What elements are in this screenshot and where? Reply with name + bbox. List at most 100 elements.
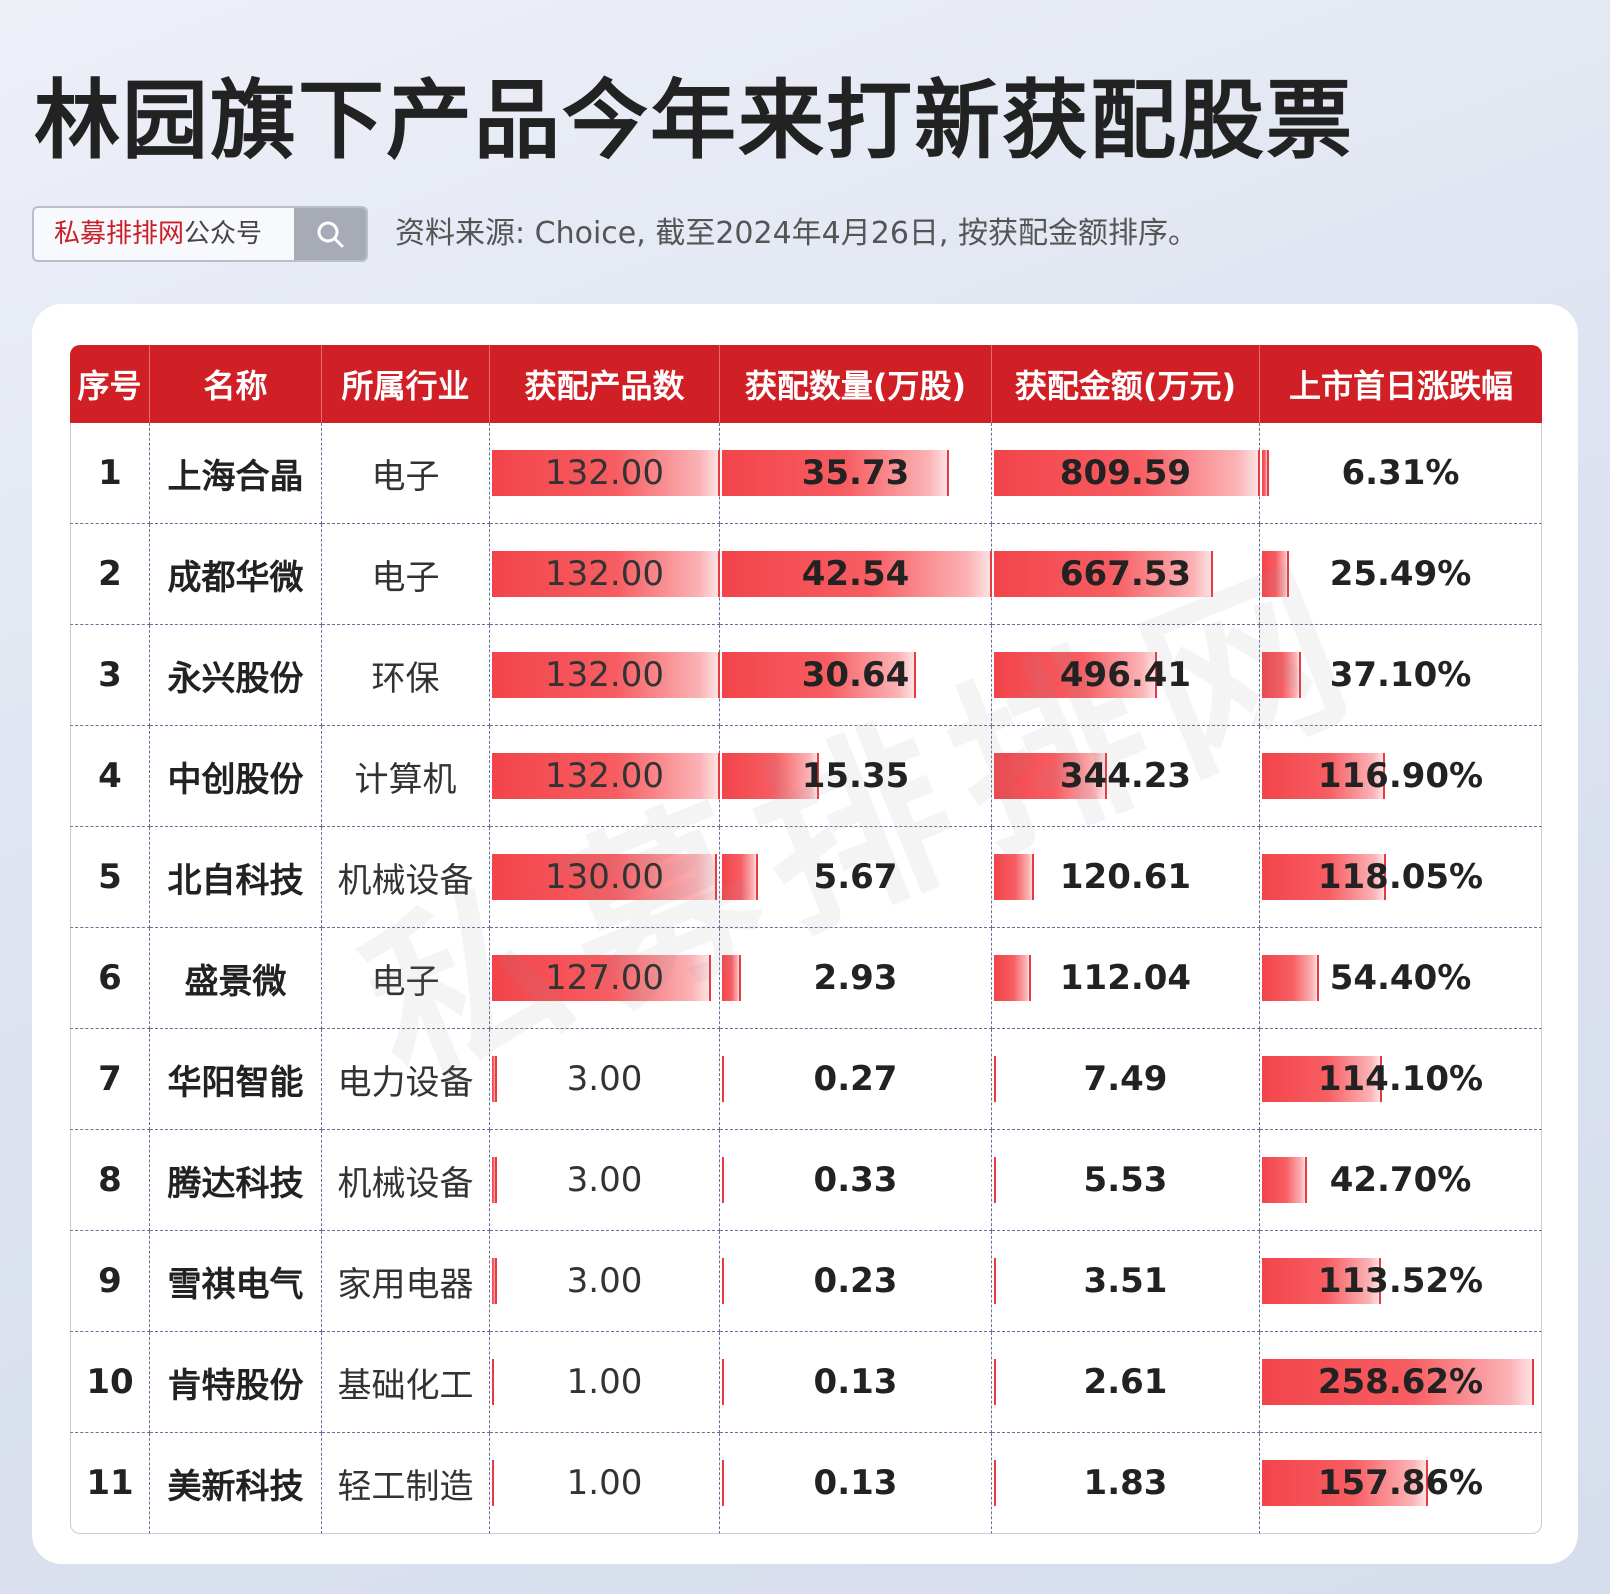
row-index: 2 <box>70 524 150 625</box>
amount-value: 5.53 <box>1083 1160 1168 1200</box>
products-value: 127.00 <box>545 958 664 998</box>
stock-name: 腾达科技 <box>150 1130 322 1231</box>
table-row: 7 华阳智能 电力设备 3.00 0.27 7.49 114.10% <box>70 1029 1542 1130</box>
amount-value: 112.04 <box>1059 958 1192 998</box>
amount-bar <box>994 753 1107 799</box>
change-value: 37.10% <box>1329 655 1472 695</box>
products-value: 132.00 <box>545 554 664 594</box>
products-cell: 1.00 <box>490 1332 720 1433</box>
change-value: 113.52% <box>1317 1261 1484 1301</box>
industry: 电力设备 <box>322 1029 490 1130</box>
industry: 机械设备 <box>322 827 490 928</box>
search-box[interactable]: 私募排排网公众号 <box>32 206 368 262</box>
shares-bar <box>722 652 916 698</box>
products-bar <box>492 652 720 698</box>
products-cell: 132.00 <box>490 726 720 827</box>
products-bar <box>492 1056 497 1102</box>
products-value: 132.00 <box>545 655 664 695</box>
column-header: 上市首日涨跌幅 <box>1260 345 1542 423</box>
change-bar <box>1262 551 1289 597</box>
industry: 环保 <box>322 625 490 726</box>
table-header-row: 序号 名称 所属行业 获配产品数 获配数量(万股) 获配金额(万元) 上市首日涨… <box>70 345 1542 423</box>
industry: 家用电器 <box>322 1231 490 1332</box>
change-bar <box>1262 1460 1428 1506</box>
amount-bar <box>994 955 1031 1001</box>
amount-bar <box>994 450 1260 496</box>
products-bar <box>492 753 720 799</box>
search-button[interactable] <box>294 208 366 260</box>
allocation-table: 序号 名称 所属行业 获配产品数 获配数量(万股) 获配金额(万元) 上市首日涨… <box>70 345 1542 1534</box>
shares-value: 0.13 <box>813 1362 898 1402</box>
shares-bar <box>722 854 758 900</box>
amount-cell: 112.04 <box>992 928 1260 1029</box>
shares-bar <box>722 1056 724 1102</box>
stock-name: 成都华微 <box>150 524 322 625</box>
industry: 计算机 <box>322 726 490 827</box>
industry: 电子 <box>322 524 490 625</box>
shares-value: 30.64 <box>801 655 910 695</box>
change-cell: 118.05% <box>1260 827 1542 928</box>
change-cell: 54.40% <box>1260 928 1542 1029</box>
search-label: 私募排排网公众号 <box>54 208 262 260</box>
table-row: 11 美新科技 轻工制造 1.00 0.13 1.83 157.86% <box>70 1433 1542 1534</box>
products-cell: 3.00 <box>490 1029 720 1130</box>
shares-cell: 5.67 <box>720 827 992 928</box>
shares-value: 0.33 <box>813 1160 898 1200</box>
amount-value: 120.61 <box>1059 857 1192 897</box>
column-header: 获配数量(万股) <box>720 345 992 423</box>
amount-bar <box>994 652 1157 698</box>
products-value: 1.00 <box>566 1362 643 1402</box>
shares-cell: 15.35 <box>720 726 992 827</box>
change-bar <box>1262 1258 1381 1304</box>
products-bar <box>492 1258 497 1304</box>
change-cell: 6.31% <box>1260 423 1542 524</box>
shares-bar <box>722 753 819 799</box>
industry: 轻工制造 <box>322 1433 490 1534</box>
change-value: 54.40% <box>1329 958 1472 998</box>
amount-value: 7.49 <box>1083 1059 1168 1099</box>
amount-value: 496.41 <box>1059 655 1192 695</box>
shares-value: 35.73 <box>801 453 910 493</box>
products-cell: 132.00 <box>490 524 720 625</box>
search-icon <box>317 221 344 248</box>
change-value: 118.05% <box>1317 857 1484 897</box>
shares-value: 15.35 <box>801 756 910 796</box>
row-index: 8 <box>70 1130 150 1231</box>
change-value: 25.49% <box>1329 554 1472 594</box>
shares-cell: 0.13 <box>720 1332 992 1433</box>
stock-name: 雪祺电气 <box>150 1231 322 1332</box>
search-brand: 私募排排网 <box>54 219 185 249</box>
amount-value: 809.59 <box>1059 453 1192 493</box>
products-cell: 3.00 <box>490 1231 720 1332</box>
change-value: 157.86% <box>1317 1463 1484 1503</box>
amount-cell: 1.83 <box>992 1433 1260 1534</box>
column-header: 名称 <box>150 345 322 423</box>
change-bar <box>1262 652 1301 698</box>
amount-value: 1.83 <box>1083 1463 1168 1503</box>
amount-cell: 667.53 <box>992 524 1260 625</box>
row-index: 1 <box>70 423 150 524</box>
shares-bar <box>722 955 741 1001</box>
shares-bar <box>722 1359 724 1405</box>
shares-cell: 0.13 <box>720 1433 992 1534</box>
search-suffix: 公众号 <box>184 219 263 249</box>
amount-value: 344.23 <box>1059 756 1192 796</box>
amount-bar <box>994 1056 996 1102</box>
amount-cell: 5.53 <box>992 1130 1260 1231</box>
change-value: 42.70% <box>1329 1160 1472 1200</box>
stock-name: 美新科技 <box>150 1433 322 1534</box>
change-bar <box>1262 753 1385 799</box>
row-index: 4 <box>70 726 150 827</box>
shares-value: 0.13 <box>813 1463 898 1503</box>
products-bar <box>492 1359 494 1405</box>
products-cell: 1.00 <box>490 1433 720 1534</box>
stock-name: 中创股份 <box>150 726 322 827</box>
table-row: 9 雪祺电气 家用电器 3.00 0.23 3.51 113.52% <box>70 1231 1542 1332</box>
shares-cell: 42.54 <box>720 524 992 625</box>
products-bar <box>492 450 720 496</box>
change-cell: 157.86% <box>1260 1433 1542 1534</box>
table-row: 8 腾达科技 机械设备 3.00 0.33 5.53 42.70% <box>70 1130 1542 1231</box>
row-index: 10 <box>70 1332 150 1433</box>
shares-bar <box>722 1157 724 1203</box>
table-row: 2 成都华微 电子 132.00 42.54 667.53 25.49% <box>70 524 1542 625</box>
